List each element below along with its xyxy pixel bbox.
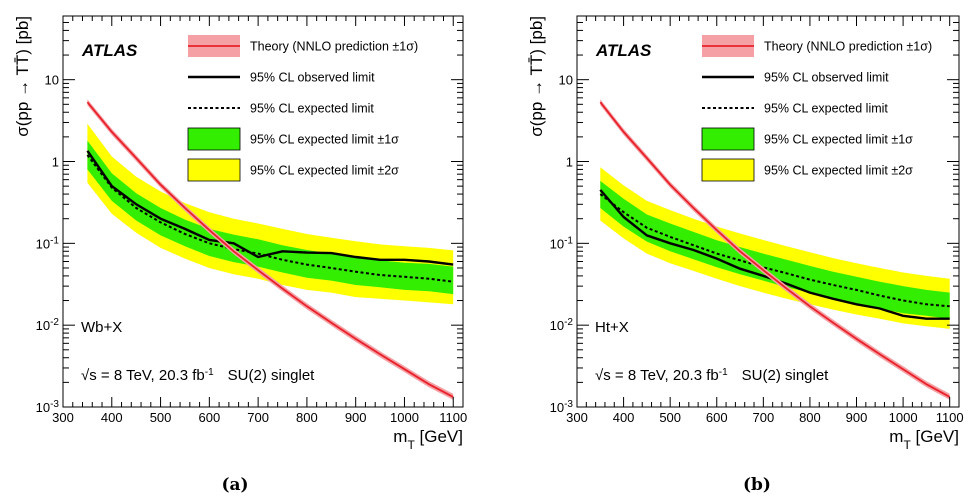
model-label: SU(2) singlet xyxy=(742,367,830,384)
x-tick-label: 400 xyxy=(613,410,635,425)
legend-label: Theory (NNLO prediction ±1σ) xyxy=(250,40,418,54)
superscript: -1 xyxy=(50,235,59,246)
model-label-wrap: SU(2) singlet xyxy=(228,367,316,384)
legend-label: 95% CL observed limit xyxy=(764,71,889,85)
model-label-wrap: SU(2) singlet xyxy=(742,367,830,384)
expected-limit-line xyxy=(86,154,454,283)
x-tick-label: 700 xyxy=(752,410,774,425)
legend-entry: 95% CL expected limit ±1σ xyxy=(701,127,913,151)
x-axis-unit: [GeV] xyxy=(911,427,959,446)
legend-entry: Theory (NNLO prediction ±1σ) xyxy=(702,35,932,57)
x-tick-label: 600 xyxy=(706,410,728,425)
panel-caption: (b) xyxy=(743,475,771,495)
x-tick-label: 500 xyxy=(150,410,172,425)
legend-label: 95% CL expected limit ±2σ xyxy=(250,164,399,178)
x-tick-label: 500 xyxy=(659,410,681,425)
legend-label: 95% CL observed limit xyxy=(250,71,375,85)
x-tick-label: 400 xyxy=(101,410,123,425)
legend-label: 95% CL expected limit ±1σ xyxy=(764,133,913,147)
legend-entry: 95% CL expected limit ±2σ xyxy=(187,158,399,182)
legend-entry: 95% CL observed limit xyxy=(702,71,889,85)
atlas-label: ATLAS xyxy=(595,41,652,60)
x-tick-label: 900 xyxy=(846,410,868,425)
legend-entry: 95% CL expected limit ±2σ xyxy=(701,158,913,182)
legend-entry: 95% CL expected limit xyxy=(702,102,888,116)
superscript: -2 xyxy=(564,317,573,328)
superscript: -3 xyxy=(564,399,573,410)
atlas-label: ATLAS xyxy=(81,41,138,60)
x-tick-label: 800 xyxy=(799,410,821,425)
x-tick-label: 700 xyxy=(247,410,269,425)
x-axis-unit: [GeV] xyxy=(415,427,463,446)
legend-label: 95% CL expected limit ±2σ xyxy=(764,164,913,178)
legend: Theory (NNLO prediction ±1σ) 95% CL obser… xyxy=(187,35,418,182)
subscript: T xyxy=(903,438,911,452)
superscript: -1 xyxy=(205,367,214,378)
y-tick-label: 10-2 xyxy=(36,317,60,334)
y-tick-label: 10-1 xyxy=(36,235,60,252)
x-axis-title: mT [GeV] xyxy=(393,427,463,452)
y-axis-title: σ(pp → TT̄) [pb] xyxy=(527,16,546,137)
legend: Theory (NNLO prediction ±1σ) 95% CL obser… xyxy=(701,35,932,182)
energy-label: √s = 8 TeV, 20.3 fb-1 SU(2) singlet xyxy=(81,367,315,385)
superscript: -1 xyxy=(719,367,728,378)
x-tick-label: 300 xyxy=(566,410,588,425)
x-tick-label: 300 xyxy=(52,410,74,425)
legend-label: Theory (NNLO prediction ±1σ) xyxy=(764,40,932,54)
plot-frame xyxy=(576,15,960,408)
channel-label: Ht+X xyxy=(595,319,629,336)
legend-swatch xyxy=(701,158,755,182)
superscript: -3 xyxy=(50,399,59,410)
subscript: T xyxy=(407,438,415,452)
legend-label: 95% CL expected limit xyxy=(764,102,888,116)
legend-swatch xyxy=(187,127,241,151)
legend-swatch xyxy=(187,158,241,182)
energy-label: √s = 8 TeV, 20.3 fb-1 SU(2) singlet xyxy=(595,367,829,385)
chart-panel-a: 300 400 500 600 700 800 900 1000 1100 10 -3 10-2 10-… xyxy=(13,15,467,452)
y-tick-label: 1 xyxy=(566,155,573,170)
superscript: -2 xyxy=(50,317,59,328)
plot-area xyxy=(86,99,454,400)
x-tick-label: 600 xyxy=(198,410,220,425)
x-tick-label: 1100 xyxy=(439,410,467,425)
legend-swatch xyxy=(701,127,755,151)
y-tick-label: 10 xyxy=(559,73,573,88)
y-tick-label: 10-1 xyxy=(550,235,574,252)
legend-label: 95% CL expected limit ±1σ xyxy=(250,133,399,147)
channel-label: Wb+X xyxy=(81,319,122,336)
legend-entry: 95% CL observed limit xyxy=(188,71,375,85)
model-label: SU(2) singlet xyxy=(228,367,316,384)
plot-area xyxy=(599,99,951,400)
x-tick-label: 1000 xyxy=(390,410,419,425)
expected-limit-line xyxy=(599,193,950,308)
superscript: -1 xyxy=(564,235,573,246)
y-tick-label: 1 xyxy=(52,155,59,170)
x-tick-label: 900 xyxy=(345,410,367,425)
y-tick-label: 10 xyxy=(45,73,59,88)
y-axis-title: σ(pp → TT̄) [pb] xyxy=(13,16,32,137)
theory-line xyxy=(86,101,454,398)
x-tick-label: 1100 xyxy=(936,410,964,425)
x-tick-label: 800 xyxy=(296,410,318,425)
legend-label: 95% CL expected limit xyxy=(250,102,374,116)
chart-panel-b: 300 400 500 600 700 800 900 1000 1100 10 -3 10-2 10-… xyxy=(527,15,964,452)
theory-line xyxy=(599,101,951,398)
legend-entry: 95% CL expected limit ±1σ xyxy=(187,127,399,151)
x-axis-title: mT [GeV] xyxy=(889,427,959,452)
panel-caption: (a) xyxy=(221,475,248,495)
observed-limit-line xyxy=(86,150,454,266)
y-tick-label: 10-2 xyxy=(550,317,574,334)
legend-entry: 95% CL expected limit xyxy=(188,102,374,116)
legend-entry: Theory (NNLO prediction ±1σ) xyxy=(188,35,418,57)
x-tick-label: 1000 xyxy=(889,410,918,425)
band-1sigma xyxy=(600,180,950,319)
plot-frame xyxy=(62,15,464,408)
